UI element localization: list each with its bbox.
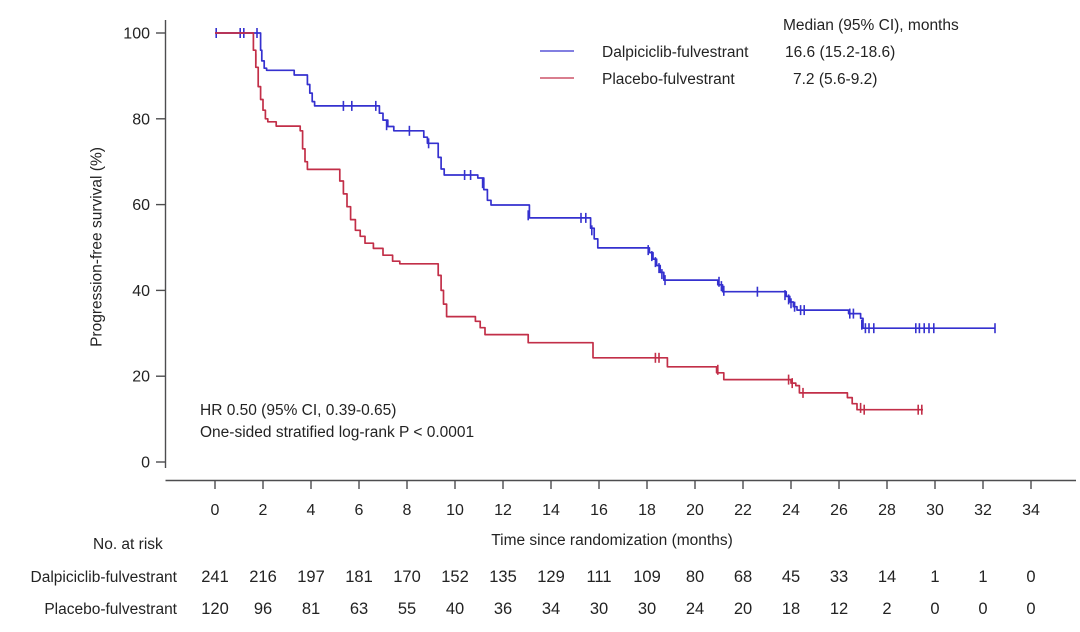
x-tick-label: 24 — [782, 502, 800, 519]
at-risk-value: 216 — [249, 568, 277, 586]
at-risk-value: 135 — [489, 568, 517, 586]
at-risk-value: 63 — [349, 600, 369, 618]
y-tick-label: 0 — [141, 455, 150, 472]
x-tick-label: 34 — [1022, 502, 1040, 519]
at-risk-value: 14 — [877, 568, 897, 586]
x-tick-label: 0 — [211, 502, 220, 519]
y-tick-label: 20 — [132, 369, 150, 386]
x-axis-title: Time since randomization (months) — [491, 532, 733, 549]
at-risk-value: 18 — [781, 600, 801, 618]
legend-label-dalpiciclib: Dalpiciclib-fulvestrant — [602, 44, 749, 61]
x-tick-label: 20 — [686, 502, 704, 519]
at-risk-value: 40 — [445, 600, 465, 618]
legend-line-dalpiciclib — [540, 50, 574, 52]
at-risk-value: 24 — [685, 600, 705, 618]
x-tick-label: 18 — [638, 502, 656, 519]
legend-median-placebo: 7.2 (5.6-9.2) — [793, 71, 878, 88]
at-risk-row-label-dalpiciclib: Dalpiciclib-fulvestrant — [30, 569, 177, 586]
x-tick-label: 12 — [494, 502, 512, 519]
at-risk-value: 170 — [393, 568, 421, 586]
logrank-p-annotation: One-sided stratified log-rank P < 0.0001 — [200, 424, 475, 441]
x-tick-label: 16 — [590, 502, 608, 519]
at-risk-value: 120 — [201, 600, 229, 618]
at-risk-value: 30 — [589, 600, 609, 618]
at-risk-value: 68 — [733, 568, 753, 586]
at-risk-value: 241 — [201, 568, 229, 586]
at-risk-value: 34 — [541, 600, 561, 618]
x-tick-label: 14 — [542, 502, 560, 519]
at-risk-row-label-placebo: Placebo-fulvestrant — [44, 601, 177, 618]
at-risk-value: 0 — [930, 600, 940, 618]
at-risk-value: 1 — [978, 568, 988, 586]
legend-median-header: Median (95% CI), months — [783, 17, 959, 34]
at-risk-value: 152 — [441, 568, 469, 586]
at-risk-value: 181 — [345, 568, 373, 586]
x-tick-label: 32 — [974, 502, 992, 519]
at-risk-value: 197 — [297, 568, 325, 586]
at-risk-value: 80 — [685, 568, 705, 586]
x-tick-label: 30 — [926, 502, 944, 519]
at-risk-value: 109 — [633, 568, 661, 586]
x-tick-label: 22 — [734, 502, 752, 519]
y-tick-label: 60 — [132, 197, 150, 214]
at-risk-value: 12 — [829, 600, 849, 618]
at-risk-value: 20 — [733, 600, 753, 618]
y-tick-label: 80 — [132, 111, 150, 128]
y-tick-label: 40 — [132, 283, 150, 300]
hazard-ratio-annotation: HR 0.50 (95% CI, 0.39-0.65) — [200, 402, 397, 419]
at-risk-value: 81 — [301, 600, 321, 618]
at-risk-value: 36 — [493, 600, 513, 618]
at-risk-value: 45 — [781, 568, 801, 586]
at-risk-value: 0 — [1026, 600, 1036, 618]
x-tick-label: 4 — [307, 502, 316, 519]
at-risk-value: 129 — [537, 568, 565, 586]
survival-curve-placebo — [215, 32, 923, 411]
x-tick-label: 26 — [830, 502, 848, 519]
legend-median-dalpiciclib: 16.6 (15.2-18.6) — [785, 44, 896, 61]
x-tick-label: 10 — [446, 502, 464, 519]
legend-label-placebo: Placebo-fulvestrant — [602, 71, 735, 88]
x-tick-label: 2 — [259, 502, 268, 519]
x-tick-label: 8 — [403, 502, 412, 519]
at-risk-value: 33 — [829, 568, 849, 586]
at-risk-value: 55 — [397, 600, 417, 618]
survival-curve-dalpiciclib — [215, 32, 995, 330]
at-risk-value: 0 — [978, 600, 988, 618]
at-risk-value: 1 — [930, 568, 940, 586]
legend-line-placebo — [540, 77, 574, 79]
at-risk-value: 30 — [637, 600, 657, 618]
y-axis-title: Progression-free survival (%) — [88, 147, 106, 347]
at-risk-value: 96 — [253, 600, 273, 618]
y-tick-label: 100 — [123, 26, 150, 43]
at-risk-table-title: No. at risk — [93, 536, 163, 553]
x-tick-label: 6 — [355, 502, 364, 519]
x-tick-label: 28 — [878, 502, 896, 519]
at-risk-value: 111 — [586, 568, 612, 586]
at-risk-value: 2 — [882, 600, 892, 618]
at-risk-value: 0 — [1026, 568, 1036, 586]
